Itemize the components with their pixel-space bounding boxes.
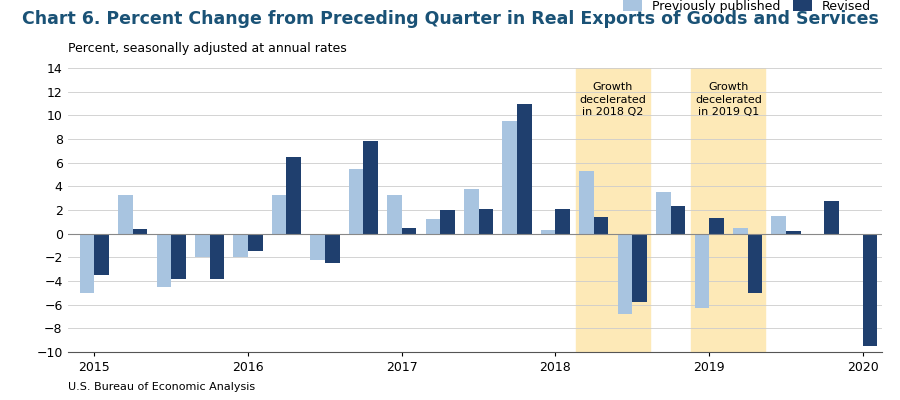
Bar <box>786 231 801 234</box>
Bar <box>594 217 608 234</box>
Bar <box>695 234 709 308</box>
Text: U.S. Bureau of Economic Analysis: U.S. Bureau of Economic Analysis <box>68 382 255 392</box>
Bar <box>272 195 286 234</box>
Bar <box>118 195 133 234</box>
Bar <box>171 234 185 279</box>
Bar <box>863 234 878 346</box>
Bar <box>426 220 440 234</box>
Bar <box>80 234 94 293</box>
Bar <box>709 218 724 234</box>
Text: Chart 6. Percent Change from Preceding Quarter in Real Exports of Goods and Serv: Chart 6. Percent Change from Preceding Q… <box>22 10 878 28</box>
Bar <box>771 216 786 234</box>
Bar <box>670 206 685 234</box>
Bar <box>691 68 765 352</box>
Bar <box>94 234 109 275</box>
Bar <box>348 168 364 234</box>
Bar <box>387 195 401 234</box>
Bar <box>233 234 248 257</box>
Bar <box>576 68 650 352</box>
Bar <box>364 141 378 234</box>
Bar <box>157 234 171 287</box>
Bar <box>286 157 302 234</box>
Bar <box>464 189 479 234</box>
Legend: Previously published, Revised: Previously published, Revised <box>618 0 876 18</box>
Bar <box>440 210 454 234</box>
Bar <box>617 234 633 314</box>
Bar <box>479 209 493 234</box>
Bar <box>541 230 555 234</box>
Bar <box>502 121 517 234</box>
Bar <box>580 171 594 234</box>
Bar <box>195 234 210 257</box>
Bar <box>248 234 263 252</box>
Bar <box>733 228 748 234</box>
Bar <box>555 209 570 234</box>
Bar <box>656 192 670 234</box>
Bar <box>210 234 224 279</box>
Bar <box>401 228 417 234</box>
Bar <box>133 229 148 234</box>
Text: Percent, seasonally adjusted at annual rates: Percent, seasonally adjusted at annual r… <box>68 42 346 55</box>
Text: Growth
decelerated
in 2019 Q1: Growth decelerated in 2019 Q1 <box>695 82 761 117</box>
Bar <box>748 234 762 293</box>
Text: Growth
decelerated
in 2018 Q2: Growth decelerated in 2018 Q2 <box>580 82 646 117</box>
Bar <box>633 234 647 302</box>
Bar <box>824 200 839 234</box>
Bar <box>325 234 339 263</box>
Bar <box>310 234 325 260</box>
Bar <box>517 104 532 234</box>
